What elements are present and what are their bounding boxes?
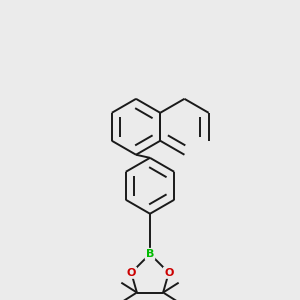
Text: B: B — [146, 249, 154, 259]
Text: O: O — [127, 268, 136, 278]
Text: O: O — [164, 268, 173, 278]
